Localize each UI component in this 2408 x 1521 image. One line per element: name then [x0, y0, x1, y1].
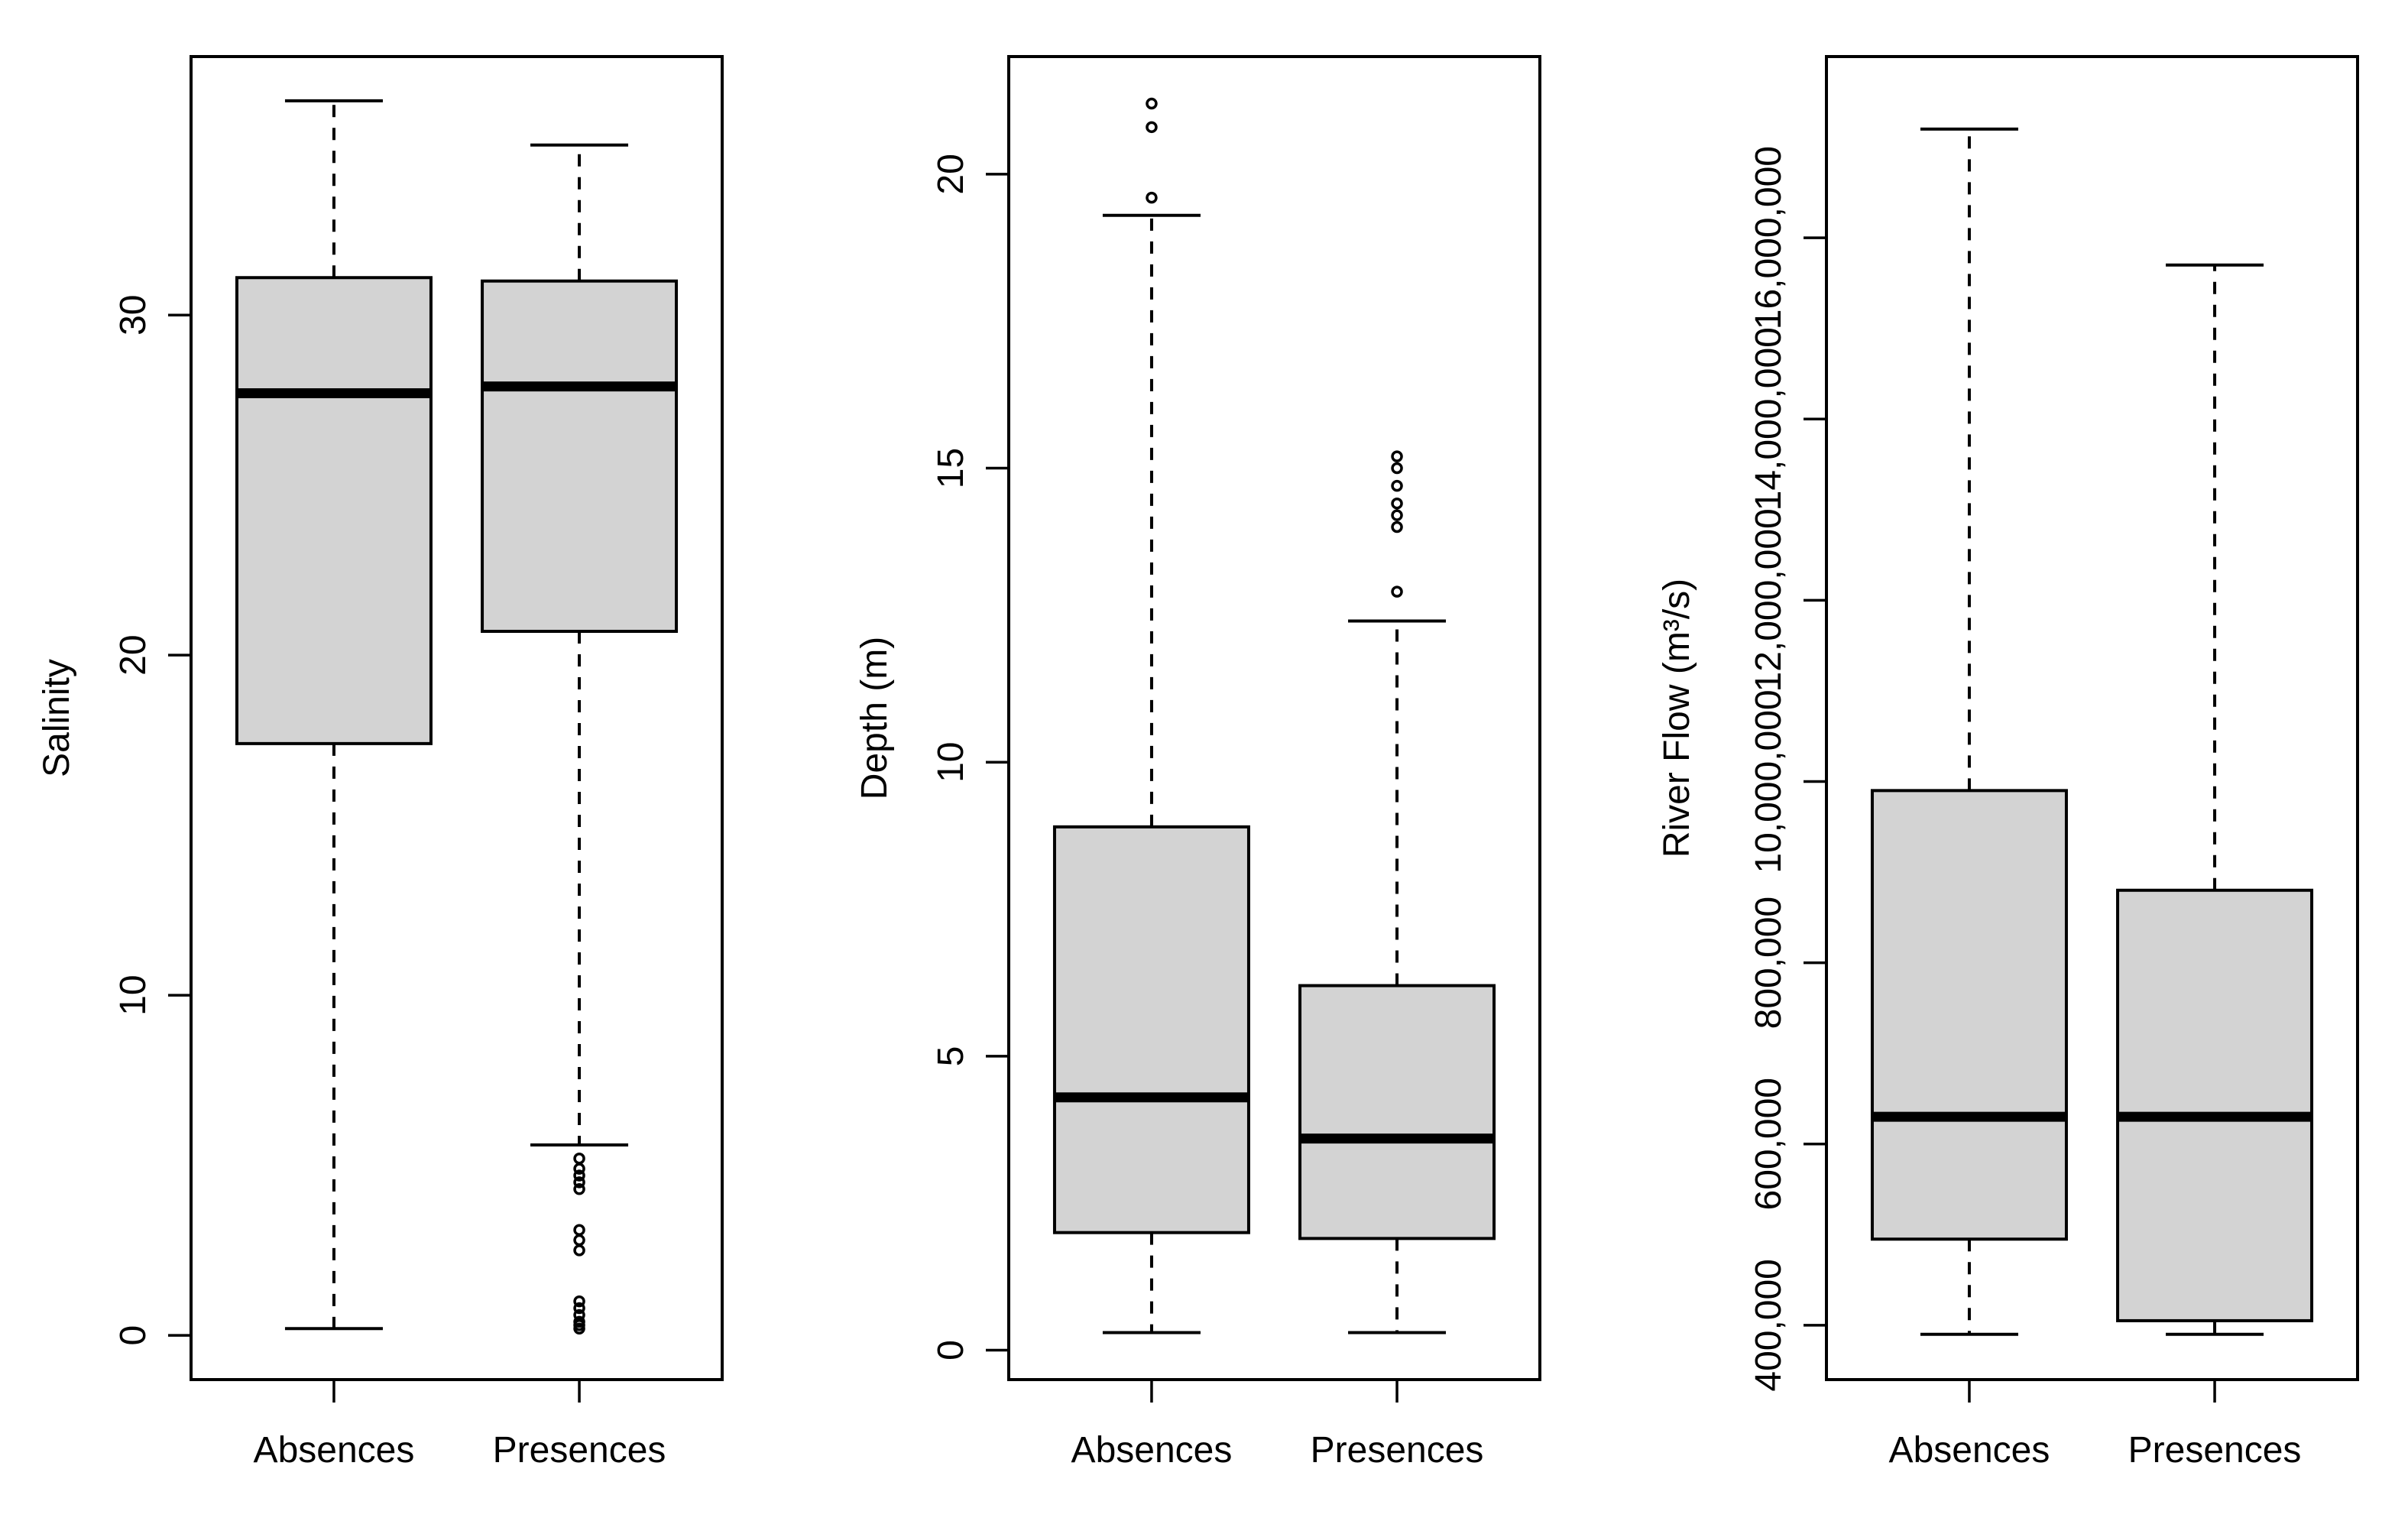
y-tick-label: 5 — [931, 1046, 971, 1067]
iqr-box — [1298, 984, 1496, 1240]
iqr-box — [481, 279, 679, 634]
y-tick-label: 0 — [931, 1340, 971, 1360]
plot-frame — [1007, 55, 1541, 1381]
category-label: Presences — [2128, 1430, 2302, 1471]
outlier-point — [1146, 191, 1158, 204]
outlier-point — [1391, 521, 1403, 533]
y-tick-label: 14,000,000 — [1748, 327, 1789, 511]
y-tick-label: 600,000 — [1748, 1078, 1789, 1211]
outlier-point — [1391, 450, 1403, 462]
river-flow-panel: Absences Presences 400,000 600,000 800,000 10… — [1657, 55, 2359, 1471]
y-axis-title: Salinity — [37, 659, 77, 777]
outlier-point — [573, 1169, 585, 1182]
y-tick-label: 30 — [113, 294, 154, 335]
y-tick-label: 400,000 — [1748, 1259, 1789, 1392]
category-label: Absences — [1071, 1430, 1233, 1471]
y-tick-label: 16,000,000 — [1748, 146, 1789, 329]
outlier-point — [573, 1224, 585, 1236]
category-label: Presences — [493, 1430, 666, 1471]
box-presences — [2116, 263, 2314, 1336]
y-axis-title: Depth (m) — [854, 637, 895, 799]
outlier-point — [573, 1322, 585, 1335]
y-tick-label: 12,000,000 — [1748, 508, 1789, 692]
outlier-point — [573, 1295, 585, 1308]
outlier-point — [1391, 509, 1403, 521]
outlier-point — [1391, 585, 1403, 598]
salinity-panel: Absences Presences 0 10 20 30 Salinity — [37, 55, 724, 1471]
outlier-point — [573, 1244, 585, 1257]
outlier-point — [1391, 462, 1403, 475]
y-axis-title: River Flow (m³/s) — [1657, 579, 1697, 858]
outlier-point — [573, 1176, 585, 1189]
outlier-point — [1146, 121, 1158, 134]
category-label: Absences — [1889, 1430, 2050, 1471]
outlier-point — [1391, 479, 1403, 492]
outlier-point — [573, 1183, 585, 1195]
depth-panel: Absences Presences 0 5 10 15 20 Depth (m) — [854, 55, 1541, 1471]
iqr-box — [2116, 888, 2314, 1322]
outlier-point — [1391, 497, 1403, 510]
y-tick-label: 20 — [931, 154, 971, 194]
y-tick-label: 10 — [113, 975, 154, 1015]
plot-frame — [1825, 55, 2359, 1381]
category-label: Absences — [254, 1430, 415, 1471]
y-tick-label: 800,000 — [1748, 897, 1789, 1030]
y-tick-label: 0 — [113, 1325, 154, 1346]
category-label: Presences — [1311, 1430, 1484, 1471]
iqr-box — [235, 276, 433, 745]
y-tick-label: 15 — [931, 448, 971, 488]
y-tick-label: 10 — [931, 742, 971, 783]
box-presences — [481, 143, 679, 1335]
iqr-box — [1870, 789, 2068, 1241]
outlier-point — [573, 1153, 585, 1165]
iqr-box — [1052, 825, 1250, 1234]
plot-frame — [190, 55, 724, 1381]
outlier-point — [573, 1234, 585, 1247]
box-presences — [1298, 450, 1496, 1335]
outlier-point — [573, 1302, 585, 1315]
box-absences — [1052, 97, 1250, 1335]
y-tick-label: 10,000,000 — [1748, 689, 1789, 873]
y-tick-label: 20 — [113, 634, 154, 675]
box-absences — [1870, 127, 2068, 1336]
box-absences — [235, 99, 433, 1331]
outlier-point — [1146, 97, 1158, 110]
outlier-point — [573, 1163, 585, 1175]
